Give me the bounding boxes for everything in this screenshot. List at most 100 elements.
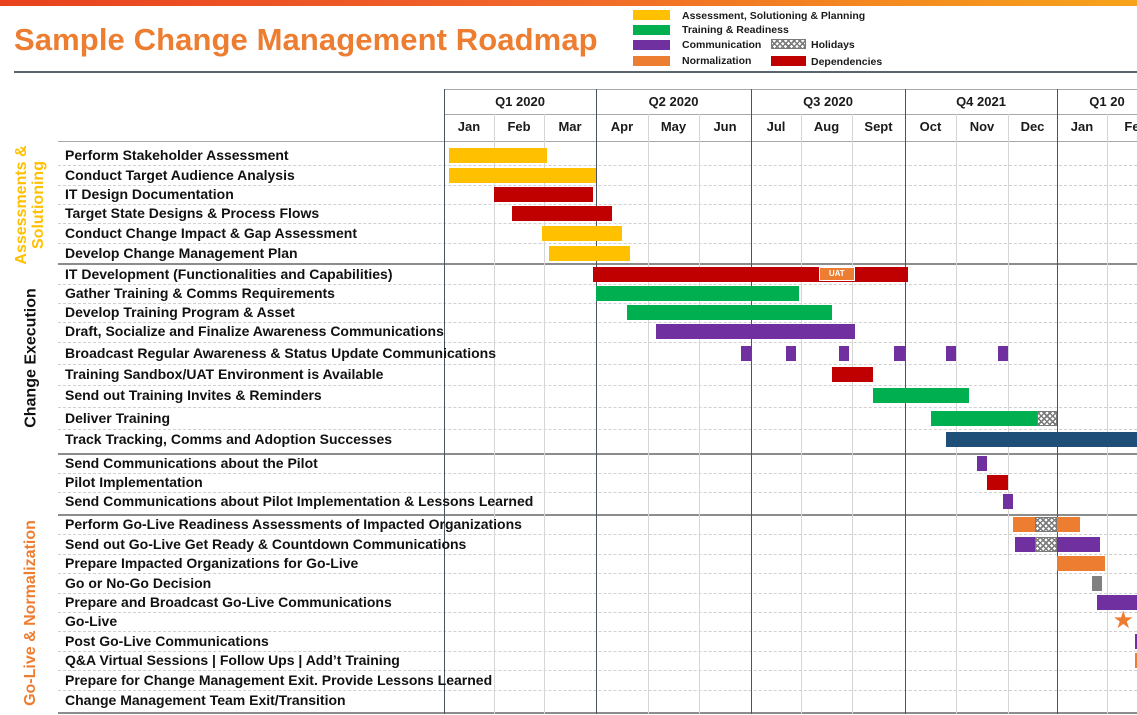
row-separator [58, 651, 1137, 652]
month-gridline [852, 114, 853, 714]
gantt-bar-dependency [511, 205, 612, 221]
row-separator [58, 593, 1137, 594]
month-gridline [1107, 114, 1108, 714]
row-separator [58, 534, 1137, 535]
row-separator [58, 165, 1137, 166]
gantt-bar-dependency [494, 186, 594, 202]
row-separator [58, 243, 1137, 244]
gantt-bar-communication [1015, 536, 1035, 552]
row-separator [58, 322, 1137, 323]
gantt-bar-assessment [549, 245, 630, 261]
task-label: Perform Go-Live Readiness Assessments of… [65, 516, 522, 532]
uat-marker: UAT [818, 267, 855, 281]
task-label: Conduct Target Audience Analysis [65, 167, 295, 183]
task-label: Q&A Virtual Sessions | Follow Ups | Add’… [65, 652, 400, 668]
row-separator [58, 573, 1137, 574]
task-label: IT Design Documentation [65, 186, 234, 202]
gantt-bar-communication [997, 345, 1008, 361]
month-label: Aug [813, 119, 840, 134]
task-label: Pilot Implementation [65, 474, 203, 490]
group-separator [58, 263, 1137, 265]
month-label: Apr [610, 119, 634, 134]
month-label: Jun [713, 119, 737, 134]
gantt-bar-normalization [1134, 652, 1137, 668]
row-separator [58, 554, 1137, 555]
task-label: Prepare Impacted Organizations for Go-Li… [65, 555, 359, 571]
gantt-bar-training [873, 387, 969, 403]
task-label: Send out Training Invites & Reminders [65, 387, 322, 403]
gantt-bar-communication [894, 345, 905, 361]
gantt-bar-normalization [1057, 516, 1080, 532]
gantt-bar-communication [655, 323, 855, 339]
row-separator [58, 385, 1137, 386]
month-gridline [801, 114, 802, 714]
gantt-bar-dependency [831, 366, 874, 382]
page-title: Sample Change Management Roadmap [14, 22, 598, 57]
legend-label-training: Training & Readiness [682, 24, 789, 36]
group-label-3: Go-Live & Normalization [21, 520, 39, 706]
legend-label-normalization: Normalization [682, 55, 752, 67]
task-label: Develop Change Management Plan [65, 245, 298, 261]
gantt-bar-normalization [1057, 555, 1105, 571]
holiday-bar [1034, 536, 1057, 552]
task-label: Send Communications about Pilot Implemen… [65, 493, 534, 509]
timeline-quarter-divider [444, 114, 1137, 115]
row-separator [58, 631, 1137, 632]
gantt-bar-training [627, 304, 832, 320]
group-label-1: Assessments & Solutioning [13, 145, 47, 265]
go-live-star-icon: ★ [1112, 607, 1135, 634]
row-separator [58, 690, 1137, 691]
holiday-bar [1034, 516, 1057, 532]
row-separator [58, 492, 1137, 493]
gantt-bar-assessment [449, 167, 596, 183]
month-label: Oct [919, 119, 942, 134]
row-separator [58, 473, 1137, 474]
task-label: Broadcast Regular Awareness & Status Upd… [65, 345, 496, 361]
task-label: Go or No-Go Decision [65, 575, 212, 591]
row-separator [58, 284, 1137, 285]
gantt-bar-tracking [945, 431, 1137, 447]
gantt-bar-communication [1057, 536, 1100, 552]
quarter-label: Q4 2021 [956, 94, 1006, 109]
quarter-label: Q1 2020 [495, 94, 545, 109]
quarter-gridline [596, 89, 597, 714]
task-label: Training Sandbox/UAT Environment is Avai… [65, 366, 384, 382]
row-separator [58, 612, 1137, 613]
group-separator [58, 453, 1137, 455]
gantt-bar-communication [1097, 594, 1137, 610]
gantt-bar-communication [976, 455, 988, 471]
gantt-bar-communication [1134, 633, 1137, 649]
gantt-bar-dependency [987, 474, 1008, 490]
gantt-bar-communication [740, 345, 751, 361]
task-label: Track Tracking, Comms and Adoption Succe… [65, 431, 393, 447]
month-gridline [544, 114, 545, 714]
task-label: Send Communications about the Pilot [65, 455, 318, 471]
task-area-top-border [58, 141, 1137, 142]
legend-swatch-normalization [633, 56, 670, 66]
month-label: Fe [1124, 119, 1137, 134]
task-label: Send out Go-Live Get Ready & Countdown C… [65, 536, 467, 552]
row-separator [58, 342, 1137, 343]
quarter-gridline [444, 89, 445, 714]
gantt-bar-decision [1092, 575, 1102, 591]
task-area-bottom-border [58, 712, 1137, 714]
task-label: Deliver Training [65, 410, 171, 426]
legend-swatch-assessment [633, 10, 670, 20]
legend-swatch-dependency [771, 56, 806, 66]
task-label: Conduct Change Impact & Gap Assessment [65, 225, 357, 241]
legend-label-holiday: Holidays [811, 39, 855, 51]
row-separator [58, 670, 1137, 671]
gantt-bar-dependency [593, 266, 908, 282]
group-label-2: Change Execution [21, 287, 39, 428]
month-label: Jan [457, 119, 481, 134]
holiday-bar [1037, 410, 1057, 426]
gantt-bar-training [596, 285, 799, 301]
quarter-label: Q2 2020 [648, 94, 699, 109]
title-divider [14, 71, 1137, 73]
task-label: Prepare for Change Management Exit. Prov… [65, 672, 493, 688]
row-separator [58, 407, 1137, 408]
row-separator [58, 185, 1137, 186]
quarter-gridline [751, 89, 752, 714]
timeline-header-top [444, 89, 1137, 90]
task-label: Target State Designs & Process Flows [65, 205, 320, 221]
